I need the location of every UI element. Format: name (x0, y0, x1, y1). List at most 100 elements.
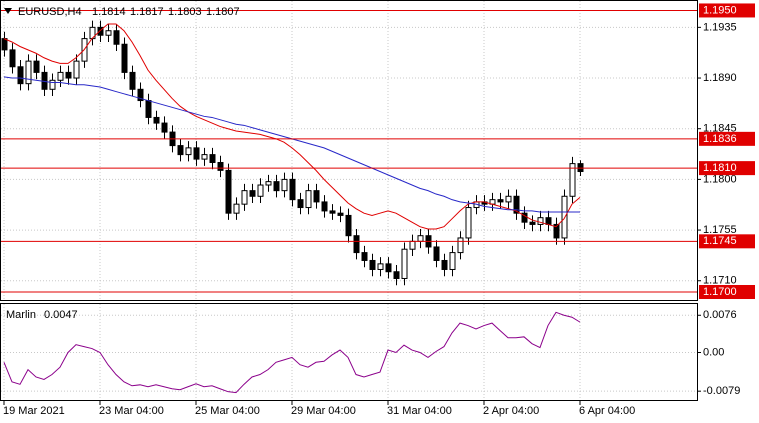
candle-body (361, 252, 368, 261)
y-tick-label: 1.1845 (703, 123, 737, 135)
header-close: 1.1807 (206, 6, 240, 18)
candle-body (65, 71, 72, 79)
candle-body (289, 178, 296, 201)
candle-body (97, 26, 104, 36)
candle-body (433, 246, 440, 261)
candle-body (73, 60, 80, 79)
candle-body (1, 38, 8, 51)
candle-body (33, 60, 40, 73)
level-label-box (699, 285, 755, 300)
candle-body (345, 214, 352, 237)
candle-body (281, 178, 288, 192)
candle-body (441, 259, 448, 270)
indicator-title: Marlin (6, 309, 36, 321)
candle-body (137, 88, 144, 102)
y-tick-label: -0.0079 (703, 385, 740, 397)
candle-body (393, 271, 400, 279)
candle-body (273, 181, 280, 192)
symbol-marker (4, 8, 12, 14)
y-tick-label: 1.1935 (703, 21, 737, 33)
candle-body (265, 181, 272, 186)
candle-body (257, 184, 264, 197)
candle-body (121, 43, 128, 73)
candle-body (233, 203, 240, 214)
level-label-box (699, 3, 755, 18)
indicator-value: 0.0047 (44, 309, 78, 321)
candle-body (225, 169, 232, 214)
candle-body (241, 190, 248, 205)
candle-body (161, 122, 168, 133)
candle-body (377, 263, 384, 270)
candle-body (465, 207, 472, 239)
level-label: 1.1700 (703, 286, 737, 298)
candle-body (457, 237, 464, 254)
level-label-box (699, 234, 755, 249)
header-open: 1.1814 (92, 6, 126, 18)
y-tick-label: 1.1800 (703, 173, 737, 185)
candle-body (353, 235, 360, 254)
level-label: 1.1950 (703, 4, 737, 16)
candle-body (569, 163, 576, 197)
candle-body (185, 147, 192, 156)
candle-body (177, 145, 184, 156)
candle-body (201, 154, 208, 160)
x-tick-label: 25 Mar 04:00 (195, 405, 260, 417)
y-tick-label: 1.1710 (703, 275, 737, 287)
x-tick-label: 6 Apr 04:00 (579, 405, 635, 417)
candle-body (153, 116, 160, 124)
level-label: 1.1810 (703, 162, 737, 174)
candle-body (249, 190, 256, 197)
candle-body (217, 161, 224, 171)
moving-average (3, 23, 581, 230)
candle-body (337, 212, 344, 216)
candle-body (385, 263, 392, 273)
x-tick-label: 29 Mar 04:00 (291, 405, 356, 417)
candle-body (537, 217, 544, 225)
candle-body (313, 190, 320, 203)
candle-body (329, 210, 336, 214)
header-high: 1.1817 (130, 6, 164, 18)
candle-body (297, 199, 304, 209)
candle-body (105, 30, 112, 36)
candle-body (449, 252, 456, 270)
candle-body (545, 217, 552, 225)
y-tick-label: 1.1890 (703, 72, 737, 84)
x-tick-label: 19 Mar 2021 (3, 405, 65, 417)
y-tick-label: 1.1755 (703, 224, 737, 236)
candle-body (129, 71, 136, 90)
candle-body (25, 60, 32, 85)
candle-body (113, 30, 120, 45)
candle-body (305, 190, 312, 209)
indicator-line (3, 311, 581, 394)
level-label-box (699, 161, 755, 176)
level-label-box (699, 131, 755, 146)
candle-body (209, 154, 216, 163)
candle-body (417, 235, 424, 242)
candle-body (193, 147, 200, 160)
x-tick-label: 23 Mar 04:00 (99, 405, 164, 417)
main-frame (0, 0, 698, 301)
y-tick-label: 0.00 (703, 346, 724, 358)
plot-layer: 19 Mar 2021 23 Mar 04:00 25 Mar 04:00 29 Ma… (1, 1, 755, 417)
level-label: 1.1745 (703, 235, 737, 247)
candle-body (321, 201, 328, 212)
candle-body (409, 240, 416, 250)
candle-body (553, 223, 560, 239)
candle-body (57, 71, 64, 81)
candle-body (505, 195, 512, 203)
level-label: 1.1836 (703, 133, 737, 145)
candle-body (497, 199, 504, 203)
candle-body (513, 195, 520, 214)
y-tick-label: 0.0076 (703, 309, 737, 321)
header-low: 1.1803 (168, 6, 202, 18)
candle-body (49, 79, 56, 90)
candle-body (401, 248, 408, 279)
candle-body (145, 100, 152, 118)
x-tick-label: 31 Mar 04:00 (387, 405, 452, 417)
candle-body (529, 221, 536, 225)
candle-body (17, 66, 24, 85)
candle-body (577, 163, 584, 173)
x-tick-label: 2 Apr 04:00 (483, 405, 539, 417)
